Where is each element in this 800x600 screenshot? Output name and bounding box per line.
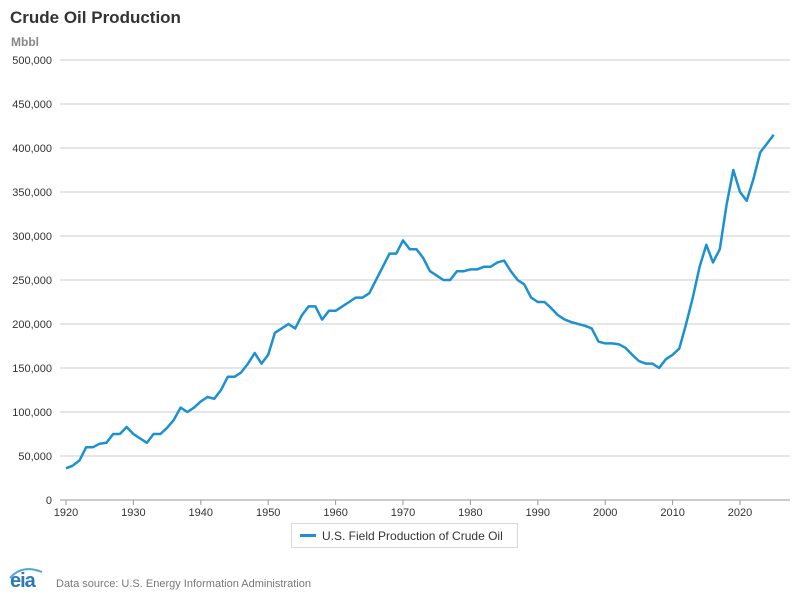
y-tick-label: 0: [46, 495, 52, 507]
x-tick-label: 2000: [593, 507, 617, 519]
data-source-note: Data source: U.S. Energy Information Adm…: [56, 578, 311, 590]
x-tick-label: 1970: [391, 507, 415, 519]
legend-swatch: [300, 534, 316, 537]
x-tick-label: 2020: [728, 507, 752, 519]
legend[interactable]: U.S. Field Production of Crude Oil: [291, 523, 518, 548]
y-axis-unit: Mbbl: [11, 35, 39, 49]
y-tick-label: 400,000: [12, 143, 52, 155]
footer: eia Data source: U.S. Energy Information…: [8, 566, 311, 594]
x-tick-label: 1990: [526, 507, 550, 519]
legend-label: U.S. Field Production of Crude Oil: [322, 528, 503, 543]
chart-title: Crude Oil Production: [10, 8, 181, 27]
y-tick-label: 250,000: [12, 275, 52, 287]
y-tick-label: 350,000: [12, 187, 52, 199]
x-tick-labels: 1920 1930 1940 1950 1960 1970 1980 1990 2000 2010…: [54, 507, 752, 519]
x-tick-label: 1960: [323, 507, 347, 519]
y-tick-label: 150,000: [12, 363, 52, 375]
gridlines: [60, 59, 790, 457]
x-tick-label: 2010: [660, 507, 684, 519]
axes: [60, 499, 790, 505]
eia-logo: eia: [8, 566, 46, 594]
y-tick-label: 450,000: [12, 99, 52, 111]
y-tick-label: 50,000: [18, 451, 52, 463]
x-tick-label: 1920: [54, 507, 78, 519]
x-tick-label: 1930: [121, 507, 145, 519]
y-tick-label: 200,000: [12, 319, 52, 331]
x-tick-label: 1940: [189, 507, 213, 519]
y-tick-label: 100,000: [12, 407, 52, 419]
series-lines: [65, 134, 775, 470]
y-tick-labels: 0 50,000 100,000 150,000 200,000 250,000 300,0…: [12, 55, 52, 507]
eia-swoosh-icon: [9, 568, 43, 579]
y-tick-label: 500,000: [12, 55, 52, 67]
x-tick-label: 1950: [256, 507, 280, 519]
eia-logo-text: eia: [10, 570, 36, 592]
x-tick-label: 1980: [458, 507, 482, 519]
series-line[interactable]: [65, 134, 775, 470]
y-tick-label: 300,000: [12, 231, 52, 243]
